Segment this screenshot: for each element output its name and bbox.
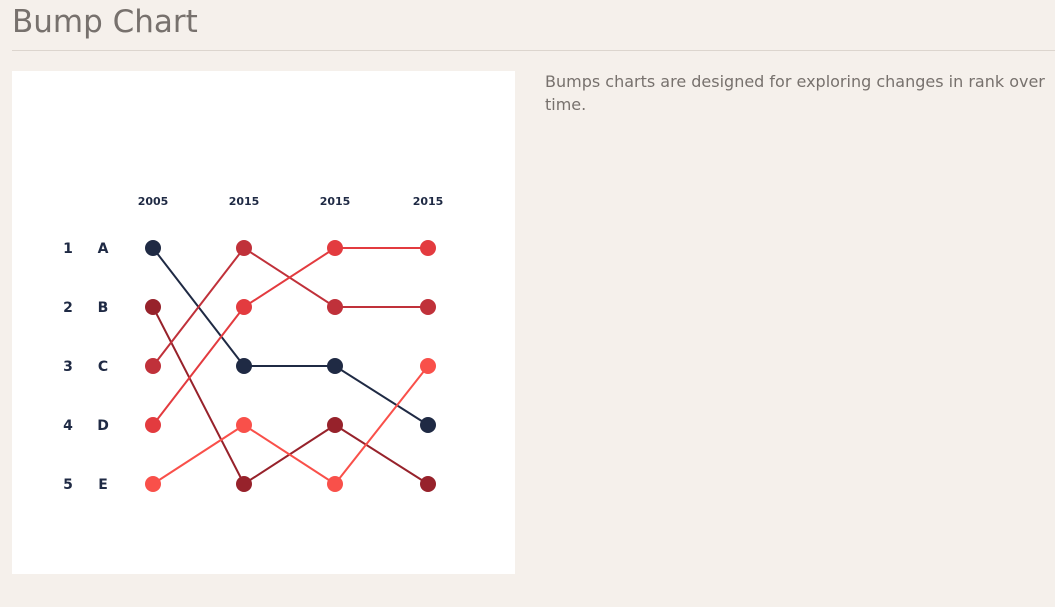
- data-point: [145, 358, 161, 374]
- rank-label: 2: [63, 300, 73, 316]
- page-title: Bump Chart: [12, 4, 198, 40]
- data-point: [236, 358, 252, 374]
- rank-label: 1: [63, 241, 73, 257]
- data-point: [236, 299, 252, 315]
- item-label: D: [97, 418, 109, 434]
- data-point: [145, 299, 161, 315]
- data-point: [420, 417, 436, 433]
- data-point: [420, 358, 436, 374]
- x-tick-label: 2015: [229, 195, 260, 208]
- data-point: [327, 476, 343, 492]
- data-point: [327, 417, 343, 433]
- item-label: B: [98, 300, 109, 316]
- x-tick-label: 2015: [413, 195, 444, 208]
- bump-chart-card: 2005 2015 2015 2015 1 A 2 B 3 C 4 D 5 E: [12, 71, 515, 574]
- data-point: [236, 240, 252, 256]
- series-line: [152, 247, 428, 426]
- data-point: [145, 240, 161, 256]
- data-point: [236, 417, 252, 433]
- title-divider: [12, 50, 1055, 51]
- data-point: [327, 240, 343, 256]
- series-line: [152, 365, 429, 486]
- chart-description: Bumps charts are designed for exploring …: [545, 72, 1045, 114]
- x-tick-label: 2015: [320, 195, 351, 208]
- item-label: C: [98, 359, 108, 375]
- rank-label: 3: [63, 359, 73, 375]
- bump-chart: 2005 2015 2015 2015 1 A 2 B 3 C 4 D 5 E: [63, 195, 444, 493]
- data-point: [145, 476, 161, 492]
- data-point: [420, 240, 436, 256]
- series-line: [152, 247, 429, 426]
- data-point: [145, 417, 161, 433]
- item-label: A: [98, 241, 109, 257]
- rank-label: 4: [63, 418, 73, 434]
- data-point: [236, 476, 252, 492]
- data-point: [327, 299, 343, 315]
- data-point: [327, 358, 343, 374]
- data-point: [420, 299, 436, 315]
- item-label: E: [98, 477, 108, 493]
- rank-label: 5: [63, 477, 73, 493]
- x-tick-label: 2005: [138, 195, 169, 208]
- series-line: [152, 246, 428, 367]
- data-point: [420, 476, 436, 492]
